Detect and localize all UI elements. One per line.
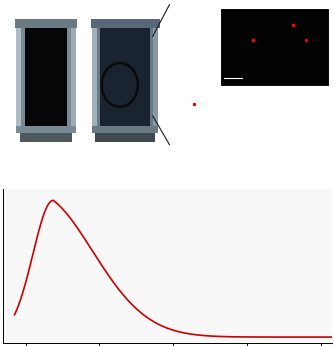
Bar: [16, 19, 76, 133]
Bar: [153, 27, 158, 126]
Text: 20um: 20um: [179, 140, 197, 145]
Bar: [15, 19, 77, 28]
Text: a): a): [7, 6, 19, 19]
Bar: [92, 27, 97, 126]
Bar: [20, 133, 72, 142]
Bar: [101, 27, 150, 126]
Bar: [92, 19, 158, 133]
Bar: [16, 27, 21, 126]
Bar: [96, 133, 155, 142]
Bar: [91, 19, 160, 28]
Bar: [220, 8, 329, 86]
Bar: [71, 27, 76, 126]
Bar: [25, 27, 67, 126]
Text: b): b): [174, 6, 187, 19]
Text: 10um: 10um: [224, 86, 240, 91]
